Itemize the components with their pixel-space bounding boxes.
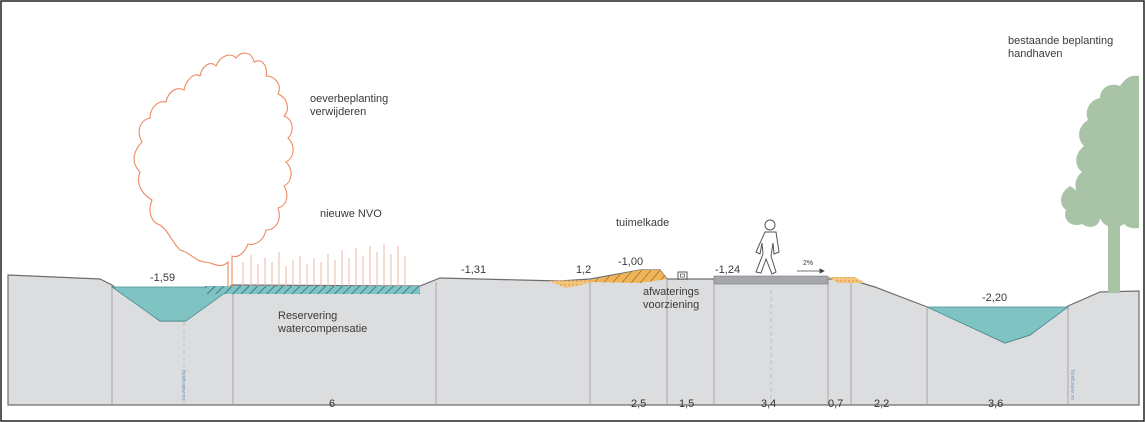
keep-planting-line-1: bestaande beplanting	[1008, 35, 1114, 47]
reservation-label: Reservering watercompensatie	[278, 310, 367, 336]
level-kade-side: 1,2	[576, 264, 592, 276]
dimension-1: 6	[329, 398, 336, 410]
dimension-2: 2,5	[631, 398, 647, 410]
remove-planting-line-1: oeverbeplanting	[310, 93, 389, 105]
axis-label-left: as watergang	[181, 369, 187, 400]
section-dividers	[111, 280, 1069, 405]
keep-planting-label: bestaande beplanting handhaven	[1008, 35, 1113, 61]
tree-retained	[1061, 75, 1139, 293]
tree-to-remove	[133, 52, 294, 287]
water-ditch-right	[926, 306, 1070, 344]
axis-label-right: as watergang	[1070, 369, 1076, 400]
level-ditch-right: -2,20	[982, 292, 1008, 304]
remove-planting-line-2: verwijderen	[310, 106, 367, 118]
dimension-6: 2,2	[874, 398, 890, 410]
tuimelkade-label: tuimelkade	[616, 217, 670, 229]
level-path: -1,24	[715, 264, 741, 276]
dimension-3: 1,5	[679, 398, 695, 410]
level-ditch-left: -1,59	[150, 272, 176, 284]
water-ditch-left	[110, 286, 235, 322]
drainage-line-1: afwaterings	[643, 286, 700, 298]
axis-lines	[183, 290, 772, 405]
dimension-5: 0,7	[828, 398, 844, 410]
dimension-7: 3,6	[988, 398, 1004, 410]
level-kade-top: -1,00	[618, 256, 644, 268]
remove-planting-label: oeverbeplanting verwijderen	[310, 93, 388, 119]
slope-arrow	[797, 268, 825, 274]
reservation-line-2: watercompensatie	[278, 323, 368, 335]
reed-vegetation	[242, 244, 406, 286]
level-field-mid: -1,31	[461, 264, 487, 276]
drainage-line-2: voorziening	[643, 299, 700, 311]
pedestrian-figure	[755, 219, 780, 275]
slope-label: 2%	[803, 260, 814, 267]
dimension-4: 3,4	[761, 398, 777, 410]
drainage-label: afwaterings voorziening	[643, 286, 699, 312]
drainage-box	[677, 271, 688, 280]
keep-planting-line-2: handhaven	[1008, 48, 1063, 60]
path-surface	[713, 275, 829, 285]
new-nvo-label: nieuwe NVO	[320, 208, 382, 220]
reservation-line-1: Reservering	[278, 310, 338, 322]
